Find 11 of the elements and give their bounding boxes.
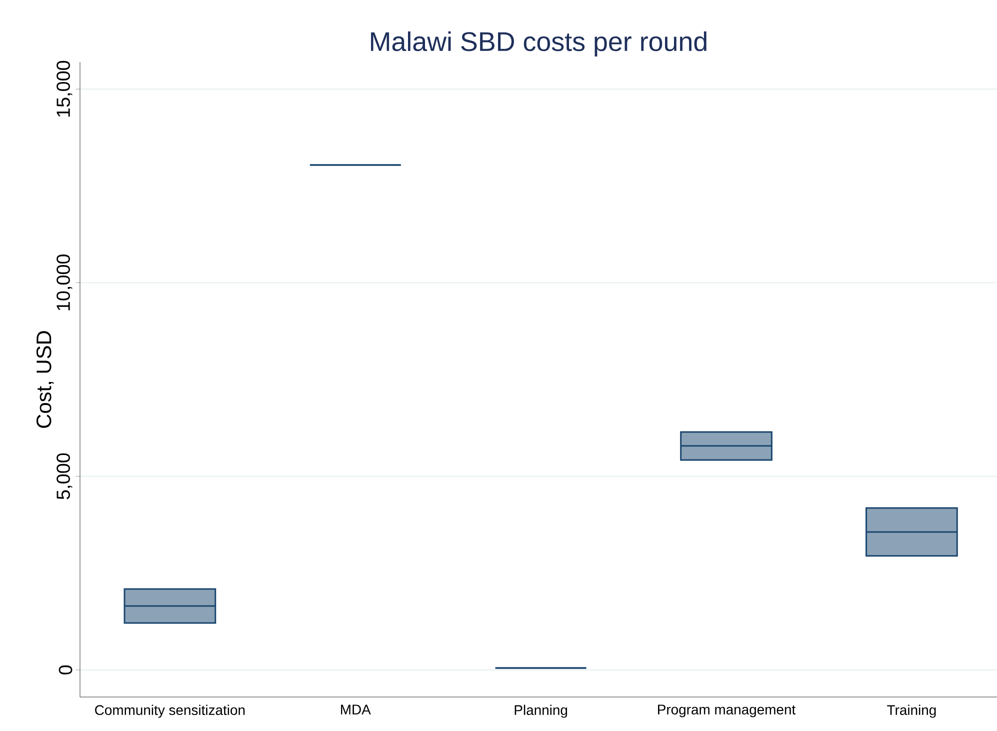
x-tick-label: Community sensitization [95, 704, 245, 718]
y-tick-label: 0 [58, 665, 72, 674]
y-tick-label: 15,000 [56, 60, 72, 117]
y-tick-label: 10,000 [56, 254, 72, 310]
y-axis-title: Cost, USD [36, 331, 54, 428]
x-tick-label: Training [887, 704, 936, 718]
y-tick-label: 5,000 [56, 453, 72, 500]
chart-title: Malawi SBD costs per round [371, 31, 706, 56]
x-tick-label: MDA [341, 704, 371, 714]
x-tick-label: Planning [514, 704, 568, 718]
x-tick-label: Program management [658, 704, 796, 718]
